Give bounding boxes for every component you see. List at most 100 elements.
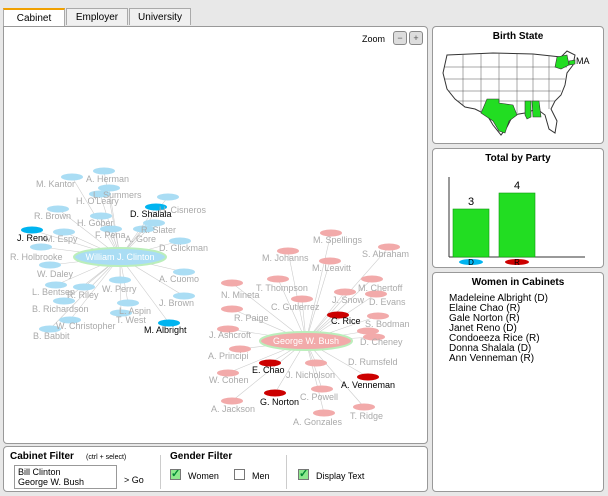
member-node[interactable] (133, 225, 155, 233)
member-node[interactable] (264, 389, 286, 397)
member-node[interactable] (311, 385, 333, 393)
graph-edge (277, 278, 307, 342)
member-label: C. Gutierrez (271, 302, 320, 312)
member-node[interactable] (221, 397, 243, 405)
member-node[interactable] (361, 275, 383, 283)
member-node[interactable] (365, 290, 387, 298)
cabinet-option-bush[interactable]: George W. Bush (18, 477, 85, 487)
member-node[interactable] (305, 359, 327, 367)
bar-r[interactable] (498, 192, 536, 258)
graph-edge (305, 340, 365, 408)
state-mississippi (524, 100, 532, 120)
member-label: W. Cohen (209, 375, 249, 385)
member-label: A. Gore (125, 234, 156, 244)
member-node[interactable] (39, 261, 61, 269)
display-text-checkbox[interactable] (298, 467, 309, 480)
member-node[interactable] (100, 225, 122, 233)
president-hub-node[interactable] (259, 331, 353, 351)
cabinet-select-list[interactable]: Bill Clinton George W. Bush (14, 465, 117, 489)
member-node[interactable] (357, 327, 379, 335)
graph-edge (231, 340, 307, 402)
total-by-party-panel: Total by Party 3 D 4 R (432, 148, 604, 268)
member-node[interactable] (357, 373, 379, 381)
member-node[interactable] (173, 268, 195, 276)
member-node[interactable] (217, 369, 239, 377)
member-node[interactable] (291, 295, 313, 303)
member-node[interactable] (89, 190, 111, 198)
member-node[interactable] (93, 167, 115, 175)
member-node[interactable] (158, 319, 180, 327)
member-node[interactable] (30, 243, 52, 251)
member-node[interactable] (363, 333, 385, 341)
president-hub-node[interactable] (73, 247, 167, 267)
go-button[interactable]: > Go (124, 475, 144, 485)
member-node[interactable] (378, 243, 400, 251)
member-node[interactable] (259, 359, 281, 367)
men-checkbox[interactable] (234, 469, 245, 480)
member-node[interactable] (73, 283, 95, 291)
member-node[interactable] (90, 212, 112, 220)
member-label: D. Shalala (130, 209, 172, 219)
member-node[interactable] (367, 312, 389, 320)
member-node[interactable] (117, 299, 139, 307)
member-node[interactable] (59, 316, 81, 324)
cabinet-filter-title: Cabinet Filter (10, 451, 74, 462)
graph-edge (49, 256, 121, 330)
zoom-out-icon[interactable]: − (393, 31, 407, 45)
member-label: M. Spellings (313, 235, 363, 245)
member-node[interactable] (143, 219, 165, 227)
tab-university[interactable]: University (129, 8, 191, 25)
member-label: W. Perry (102, 284, 137, 294)
women-checkbox[interactable] (170, 467, 181, 480)
member-node[interactable] (110, 309, 132, 317)
tab-cabinet[interactable]: Cabinet (3, 8, 65, 27)
member-node[interactable] (334, 288, 356, 296)
member-label: M. Espy (45, 234, 78, 244)
member-node[interactable] (39, 325, 61, 333)
member-node[interactable] (313, 409, 335, 417)
member-node[interactable] (327, 311, 349, 319)
graph-nodes (21, 167, 400, 417)
member-node[interactable] (221, 305, 243, 313)
tab-employer[interactable]: Employer (66, 8, 128, 25)
member-label: T. Ridge (350, 411, 383, 421)
member-label: M. Albright (144, 325, 187, 335)
member-node[interactable] (157, 193, 179, 201)
graph-edge (305, 232, 332, 342)
network-graph-panel: A. Herman M. Kantor L. Summers H. O'Leary H.… (3, 26, 428, 444)
member-node[interactable] (229, 345, 251, 353)
display-text-label: Display Text (316, 471, 365, 481)
member-node[interactable] (320, 229, 342, 237)
member-node[interactable] (45, 281, 67, 289)
president-hub-label: William J. Clinton (85, 252, 154, 262)
member-node[interactable] (217, 325, 239, 333)
member-node[interactable] (173, 292, 195, 300)
member-node[interactable] (169, 237, 191, 245)
member-node[interactable] (53, 228, 75, 236)
member-label: J. Snow (332, 295, 365, 305)
us-map[interactable]: MA (433, 43, 603, 143)
member-label: R. Riley (67, 290, 99, 300)
member-node[interactable] (221, 279, 243, 287)
men-checkbox-label: Men (252, 471, 270, 481)
divider (160, 455, 161, 489)
member-node[interactable] (353, 403, 375, 411)
member-node[interactable] (47, 205, 69, 213)
party-marker-d (459, 259, 483, 265)
women-title: Women in Cabinets (471, 277, 565, 288)
bar-d[interactable] (452, 208, 490, 258)
member-node[interactable] (267, 275, 289, 283)
member-node[interactable] (319, 257, 341, 265)
member-node[interactable] (61, 173, 83, 181)
member-node[interactable] (53, 297, 75, 305)
member-node[interactable] (21, 226, 43, 234)
member-node[interactable] (145, 203, 167, 211)
cabinet-option-clinton[interactable]: Bill Clinton (18, 467, 61, 477)
member-node[interactable] (277, 247, 299, 255)
member-label: L. Summers (93, 190, 142, 200)
zoom-in-icon[interactable]: + (409, 31, 423, 45)
member-node[interactable] (98, 184, 120, 192)
member-node[interactable] (109, 276, 131, 284)
